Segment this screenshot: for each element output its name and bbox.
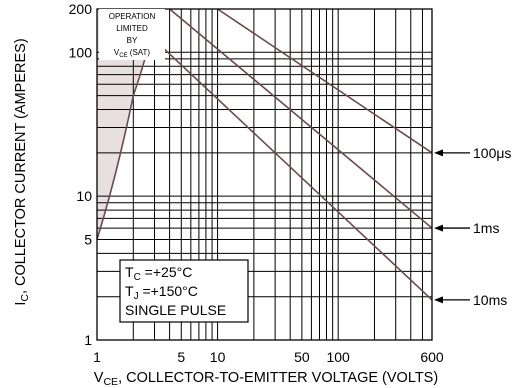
annotation-line2: LIMITED (116, 24, 148, 33)
tj-condition: TJ =+150°C (125, 283, 198, 302)
y-tick-label: 200 (69, 1, 93, 17)
y-axis-title: IC, COLLECTOR CURRENT (AMPERES) (13, 38, 31, 305)
operation-limited-annotation: OPERATION LIMITED BY VCE (SAT) (99, 9, 165, 60)
curve-label: 100μs (473, 145, 511, 161)
curve-10ms (121, 8, 433, 301)
annotation-line1: OPERATION (109, 12, 156, 21)
curve-label-arrowhead (434, 296, 443, 304)
tc-condition: TC =+25°C (125, 264, 192, 283)
y-tick-label: 100 (69, 44, 93, 60)
curve-1ms (169, 8, 433, 229)
x-tick-label: 100 (326, 349, 350, 365)
curve-label: 10ms (473, 292, 507, 308)
y-tick-label: 1 (84, 332, 92, 348)
x-tick-label: 5 (177, 349, 185, 365)
conditions-box: TC =+25°C TJ =+150°C SINGLE PULSE (119, 259, 249, 323)
annotation-line3: BY (127, 36, 138, 45)
x-tick-labels: 1 5 10 50 100 600 (93, 349, 444, 365)
y-tick-label: 10 (76, 188, 92, 204)
x-axis-title: VCE, COLLECTOR-TO-EMITTER VOLTAGE (VOLTS… (94, 370, 438, 388)
single-pulse-label: SINGLE PULSE (125, 302, 226, 318)
x-tick-label: 50 (294, 349, 310, 365)
y-tick-label: 5 (84, 231, 92, 247)
x-tick-label: 600 (420, 349, 444, 365)
curve-label-arrowhead (434, 149, 443, 157)
curve-100s (217, 8, 433, 154)
annotation-line4: VCE (SAT) (114, 48, 151, 59)
x-tick-label: 1 (93, 349, 101, 365)
curve-label-arrowhead (434, 224, 443, 232)
pulse-curves (121, 8, 433, 301)
y-tick-labels: 1 5 10 100 200 (69, 1, 93, 348)
plot-border (96, 8, 433, 341)
curve-label: 1ms (473, 220, 499, 236)
x-tick-label: 10 (210, 349, 226, 365)
curve-labels: 100μs 1ms 10ms (434, 145, 511, 308)
